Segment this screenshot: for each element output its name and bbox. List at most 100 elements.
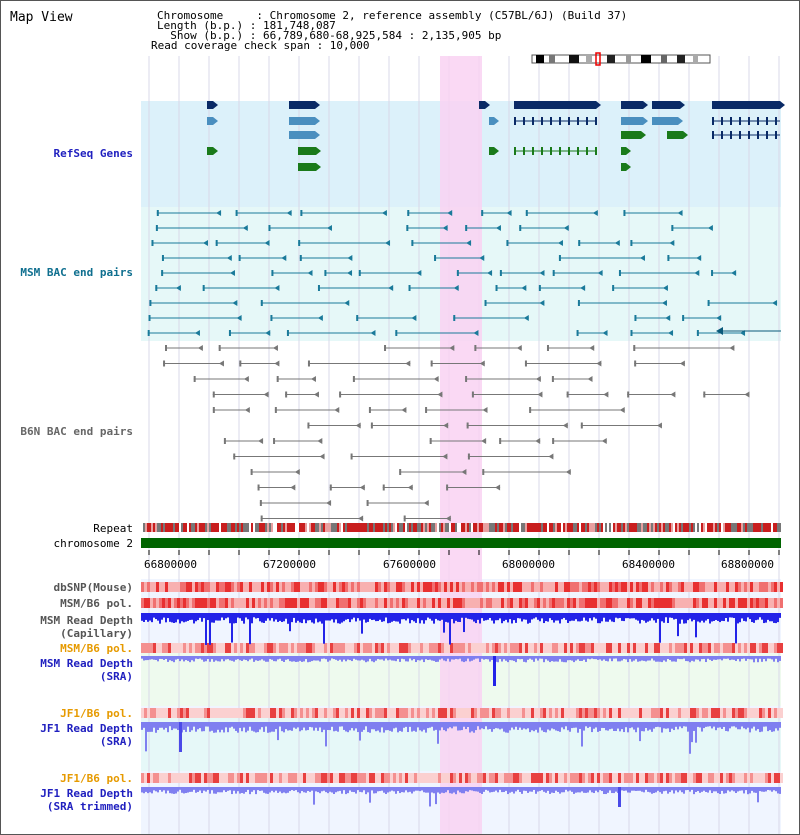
dbsnp-strip — [450, 582, 453, 592]
b6n-bac-end — [499, 438, 502, 444]
track-label-jf1-b6-pol[interactable]: JF1/B6 pol. — [60, 707, 133, 720]
msm-b6-pol-strip — [561, 598, 564, 608]
msm-capillary-depth-bar — [375, 613, 377, 622]
jf1-trimmed-depth-bar — [585, 787, 587, 793]
jf1-sra-depth-bar — [299, 722, 301, 732]
msm-sra-depth-bar — [209, 656, 211, 662]
dbsnp-strip — [777, 582, 780, 592]
jf1-trimmed-depth-bar — [595, 787, 597, 791]
msm-b6-pol-strip-2 — [489, 643, 492, 653]
jf1-trimmed-depth-bar — [577, 787, 579, 793]
msm-sra-depth-bar — [363, 656, 365, 661]
jf1-b6-pol-strip-2 — [336, 773, 339, 783]
msm-bac-end-arrow — [495, 225, 501, 231]
track-label-jf1-depth-trimmed[interactable]: JF1 Read Depth — [40, 787, 133, 800]
dbsnp-strip — [612, 582, 615, 592]
msm-sra-depth-bar — [287, 656, 289, 660]
msm-b6-pol-strip-2 — [444, 643, 447, 653]
msm-bac-end — [156, 210, 159, 216]
jf1-b6-pol-strip-2 — [141, 773, 144, 783]
jf1-sra-depth-bar — [347, 722, 349, 733]
dbsnp-strip — [198, 582, 201, 592]
jf1-b6-pol-strip — [411, 708, 414, 718]
track-label-msm-depth-capillary[interactable]: MSM Read Depth — [40, 614, 133, 627]
jf1-b6-pol-strip — [654, 708, 657, 718]
msm-b6-pol-strip-2 — [657, 643, 660, 653]
track-label-jf1-depth-sra[interactable]: JF1 Read Depth — [40, 722, 133, 735]
msm-b6-pol-strip-2 — [288, 643, 291, 653]
msm-capillary-depth-bar — [317, 613, 319, 623]
msm-b6-pol-strip — [714, 598, 717, 608]
repeat-segment — [181, 523, 183, 532]
msm-capillary-depth-bar — [531, 613, 533, 620]
jf1-b6-pol-strip-2 — [468, 773, 471, 783]
msm-capillary-depth-bar — [513, 613, 515, 621]
msm-sra-depth-bar — [737, 656, 739, 660]
msm-b6-pol-strip-2 — [276, 643, 279, 653]
msm-sra-depth-bar — [515, 656, 517, 663]
jf1-sra-depth-bar — [725, 722, 727, 731]
jf1-b6-pol-strip-2 — [153, 773, 156, 783]
track-label-b6n-bac[interactable]: B6N BAC end pairs — [20, 425, 133, 438]
repeat-segment — [159, 523, 161, 532]
jf1-trimmed-depth-bar — [635, 787, 637, 791]
dbsnp-strip — [636, 582, 639, 592]
repeat-segment — [257, 523, 259, 532]
jf1-trimmed-depth-bar — [581, 787, 583, 792]
refseq-gene — [489, 147, 494, 155]
jf1-b6-pol-strip-2 — [588, 773, 591, 783]
b6n-bac-end — [307, 422, 310, 429]
repeat-segment — [189, 523, 191, 532]
jf1-sra-depth-bar — [201, 722, 203, 732]
jf1-b6-pol-strip — [174, 708, 177, 718]
msm-b6-pol-strip-2 — [765, 643, 768, 653]
msm-capillary-depth-bar — [187, 613, 189, 621]
repeat-segment — [477, 523, 479, 532]
msm-capillary-depth-bar — [479, 613, 481, 624]
jf1-trimmed-depth-bar — [611, 787, 613, 794]
jf1-b6-pol-strip — [204, 708, 207, 718]
track-label-msm-b6-pol-2[interactable]: MSM/B6 pol. — [60, 642, 133, 655]
jf1-b6-pol-strip — [651, 708, 654, 718]
msm-b6-pol-strip-2 — [156, 643, 159, 653]
track-label-msm-bac[interactable]: MSM BAC end pairs — [20, 266, 133, 279]
dbsnp-strip — [735, 582, 738, 592]
track-label-jf1-b6-pol-2[interactable]: JF1/B6 pol. — [60, 772, 133, 785]
msm-bac-end-arrow — [194, 330, 200, 336]
jf1-trimmed-depth-bar — [539, 787, 541, 791]
jf1-b6-pol-strip — [588, 708, 591, 718]
track-label-msm-depth-sra[interactable]: MSM Read Depth — [40, 657, 133, 670]
track-label-dbsnp[interactable]: dbSNP(Mouse) — [53, 581, 133, 594]
axis-tick-label: 67200000 — [263, 558, 316, 571]
jf1-b6-pol-strip — [705, 708, 708, 718]
dbsnp-strip — [234, 582, 237, 592]
msm-sra-depth-bar — [751, 656, 753, 660]
msm-sra-depth-bar — [405, 656, 407, 662]
jf1-b6-pol-strip-2 — [411, 773, 414, 783]
jf1-trimmed-depth-bar — [663, 787, 665, 792]
repeat-segment — [727, 523, 729, 532]
msm-sra-depth-bar — [141, 656, 143, 659]
gene-strand-arrow — [643, 117, 648, 125]
dbsnp-strip — [591, 582, 594, 592]
track-label-msm-b6-pol[interactable]: MSM/B6 pol. — [60, 597, 133, 610]
msm-capillary-depth-bar — [593, 613, 595, 618]
jf1-b6-pol-strip-2 — [474, 773, 477, 783]
repeat-segment — [249, 523, 251, 532]
msm-b6-pol-strip-2 — [216, 643, 219, 653]
dbsnp-strip — [498, 582, 501, 592]
jf1-b6-pol-strip-2 — [192, 773, 195, 783]
jf1-sra-depth-bar — [313, 722, 315, 731]
repeat-segment — [707, 523, 709, 532]
repeat-segment — [657, 523, 659, 532]
dbsnp-strip — [378, 582, 381, 592]
jf1-sra-depth-bar — [309, 722, 311, 727]
track-label-refseq[interactable]: RefSeq Genes — [53, 147, 133, 160]
jf1-b6-pol-strip-2 — [609, 773, 612, 783]
jf1-sra-depth-bar — [703, 722, 705, 729]
msm-capillary-depth-bar — [779, 613, 781, 618]
jf1-sra-depth-bar — [425, 722, 427, 733]
msm-b6-pol-strip-2 — [201, 643, 204, 653]
jf1-trimmed-depth-bar — [443, 787, 445, 794]
jf1-b6-pol-strip — [357, 708, 360, 718]
